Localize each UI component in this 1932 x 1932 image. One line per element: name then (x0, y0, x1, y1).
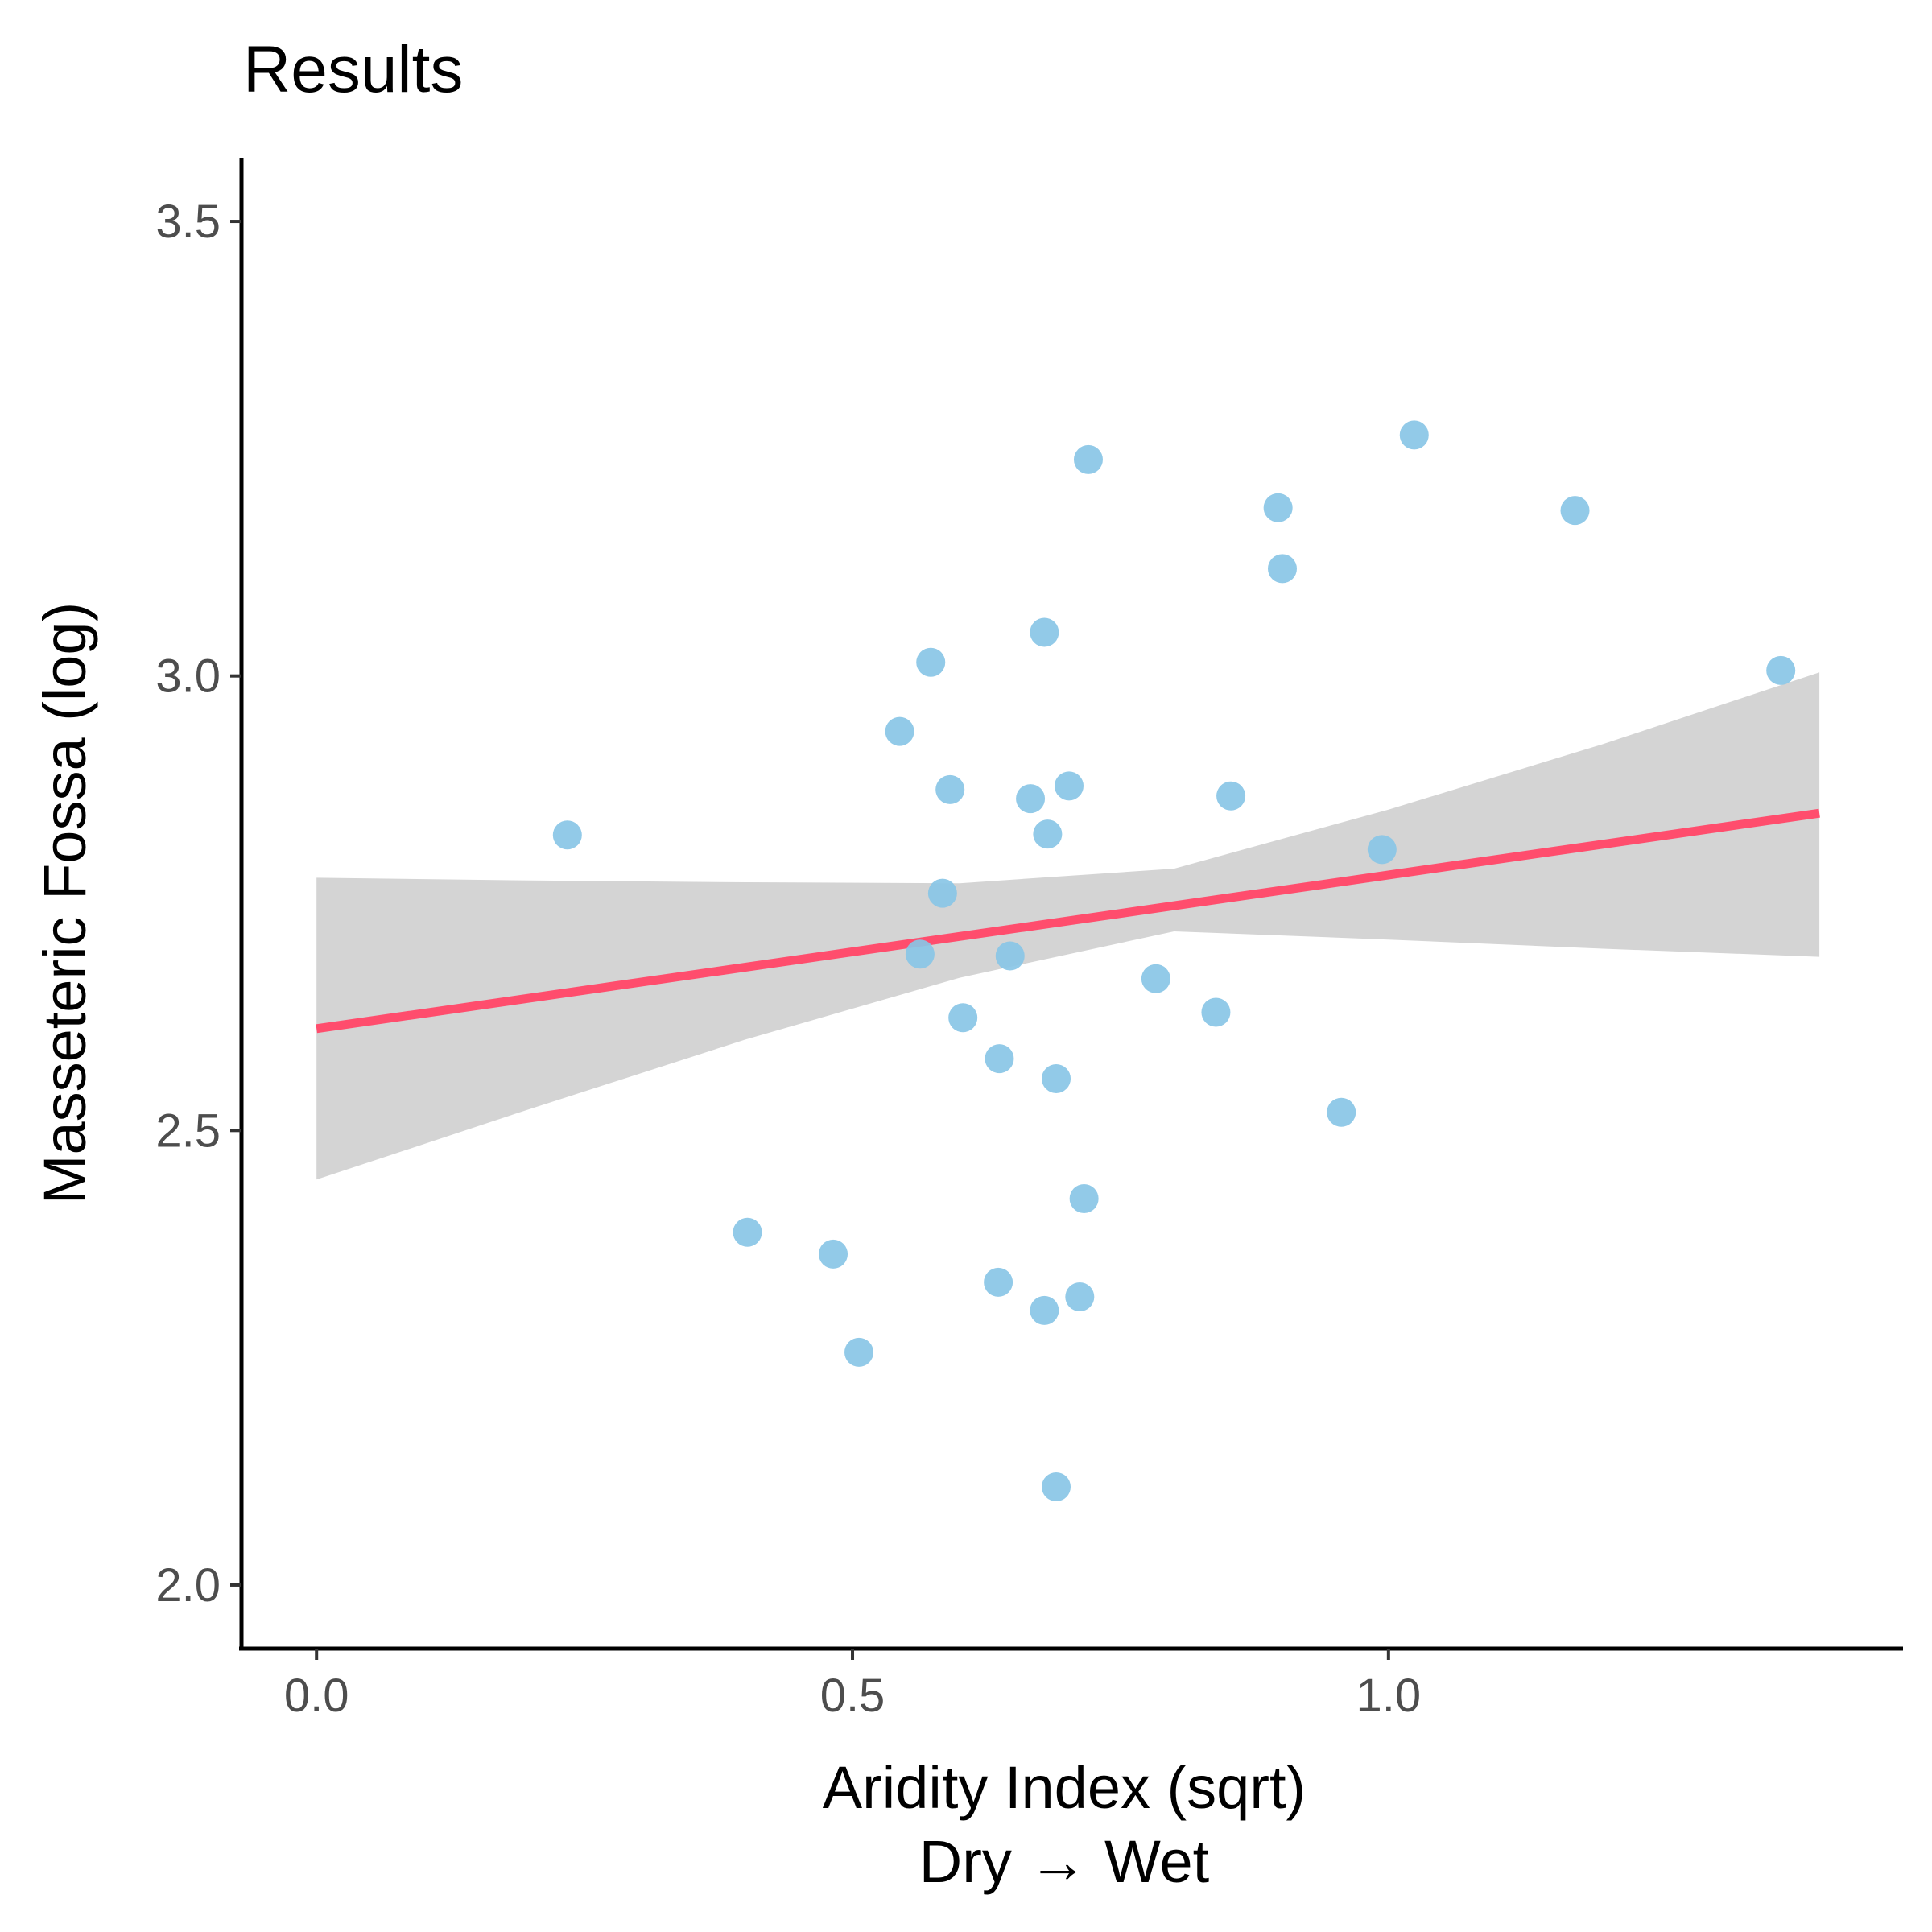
data-point (1030, 1295, 1059, 1325)
fit-line-layer (316, 808, 1820, 1034)
data-point (844, 1337, 874, 1367)
chart-title: Results (243, 33, 463, 106)
x-axis-subtitle: Dry → Wet (919, 1828, 1210, 1895)
data-point (1073, 444, 1103, 474)
x-axis-title: Aridity Index (sqrt) (823, 1754, 1306, 1821)
data-point (733, 1217, 762, 1247)
data-point (552, 820, 582, 850)
data-point (1069, 1184, 1099, 1214)
y-axis-title: Masseteric Fossa (log) (31, 602, 98, 1204)
regression-line (316, 808, 1820, 1034)
data-point (1327, 1097, 1356, 1127)
confidence-band-layer (316, 672, 1820, 1180)
data-point (1201, 997, 1231, 1027)
y-axis-ticks: 2.0 2.5 3.0 3.5 (155, 196, 242, 1612)
data-point (1141, 964, 1170, 993)
data-point (927, 878, 957, 908)
data-points-layer (552, 420, 1796, 1501)
data-point (1030, 617, 1059, 647)
data-point (916, 647, 946, 677)
data-point (995, 941, 1025, 971)
y-tick-label: 3.5 (155, 196, 221, 248)
y-tick-label: 2.5 (155, 1104, 221, 1157)
data-point (1065, 1282, 1095, 1311)
data-point (935, 774, 965, 804)
data-point (1399, 420, 1429, 450)
confidence-band (316, 672, 1820, 1180)
data-point (1055, 771, 1084, 801)
x-tick-label: 0.0 (284, 1670, 349, 1722)
data-point (1033, 819, 1063, 849)
data-point (1560, 496, 1590, 526)
data-point (1263, 493, 1293, 522)
data-point (1367, 835, 1397, 865)
data-point (819, 1239, 848, 1269)
y-tick-label: 2.0 (155, 1559, 221, 1612)
x-tick-label: 1.0 (1356, 1670, 1422, 1722)
x-axis-ticks: 0.0 0.5 1.0 (284, 1649, 1421, 1722)
data-point (1216, 781, 1246, 811)
data-point (948, 1003, 978, 1033)
y-tick-label: 3.0 (155, 650, 221, 703)
data-point (1042, 1063, 1071, 1093)
x-tick-label: 0.5 (820, 1670, 886, 1722)
data-point (1766, 655, 1796, 685)
data-point (885, 716, 914, 746)
data-point (984, 1267, 1013, 1297)
data-point (1267, 554, 1297, 584)
data-point (905, 939, 935, 969)
data-point (985, 1044, 1014, 1074)
data-point (1042, 1472, 1071, 1501)
data-point (1016, 784, 1046, 814)
